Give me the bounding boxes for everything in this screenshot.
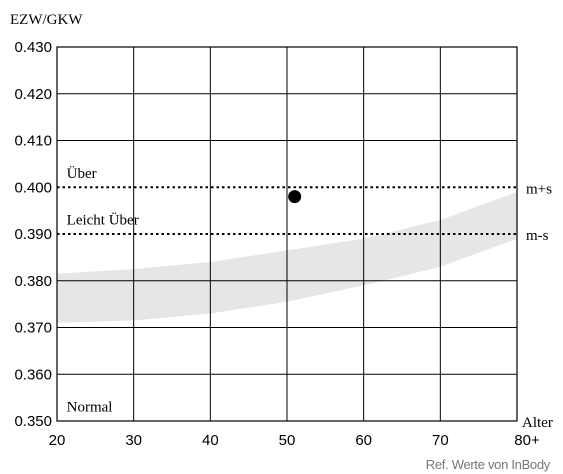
grid-lines: [57, 47, 517, 421]
zone-labels: Über Leicht Über Normal: [67, 165, 139, 416]
x-tick-label: 20: [49, 432, 66, 449]
reference-line-labels: m+s m-s: [526, 181, 552, 244]
y-tick-label: 0.390: [14, 226, 52, 243]
y-axis-label: EZW/GKW: [10, 12, 83, 28]
data-points: [288, 190, 302, 204]
y-tick-label: 0.430: [14, 39, 52, 56]
x-axis-label: Alter: [522, 415, 553, 431]
y-tick-labels: 0.350 0.360 0.370 0.380 0.390 0.400 0.410 0.420…: [14, 39, 52, 430]
y-tick-label: 0.400: [14, 179, 52, 196]
data-point: [288, 190, 302, 204]
reference-line-label: m-s: [526, 228, 549, 244]
y-tick-label: 0.350: [14, 413, 52, 430]
x-tick-label: 60: [355, 432, 372, 449]
plot-area: Über Leicht Über Normal: [56, 46, 518, 422]
y-tick-label: 0.380: [14, 273, 52, 290]
plot-frame: [56, 46, 518, 422]
x-tick-labels: 20 30 40 50 60 70 80+: [49, 432, 540, 449]
zone-label: Leicht Über: [67, 212, 139, 229]
x-tick-label: 40: [202, 432, 219, 449]
x-tick-label: 70: [432, 432, 449, 449]
reference-line-label: m+s: [526, 181, 552, 197]
y-tick-label: 0.360: [14, 366, 52, 383]
x-tick-label: 30: [125, 432, 142, 449]
zone-label: Über: [67, 165, 97, 182]
x-tick-label: 80+: [514, 432, 540, 449]
zone-label: Normal: [67, 400, 113, 416]
y-tick-label: 0.420: [14, 86, 52, 103]
x-tick-label: 50: [279, 432, 296, 449]
y-tick-label: 0.410: [14, 133, 52, 150]
footnote: Ref. Werte von InBody: [426, 457, 551, 472]
y-tick-label: 0.370: [14, 320, 52, 337]
